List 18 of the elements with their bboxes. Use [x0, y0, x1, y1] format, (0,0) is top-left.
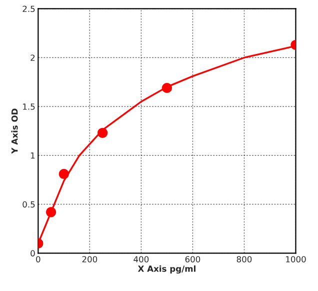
y-tick-label: 1.5 — [23, 104, 35, 110]
x-tick-label: 600 — [185, 256, 200, 262]
y-tick-label: 2.5 — [22, 6, 35, 12]
point — [58, 168, 70, 180]
x-tick-label: 200 — [82, 256, 98, 262]
y-axis-title: Y Axis OD — [11, 108, 18, 154]
y-tick-label: 2 — [30, 54, 35, 61]
x-tick-label: 1000 — [286, 256, 306, 262]
point — [46, 207, 56, 218]
point — [162, 82, 172, 94]
x-tick-label: 400 — [134, 256, 149, 262]
x-axis-title: X Axis pg/ml — [138, 265, 196, 274]
y-tick-label: 0 — [30, 250, 35, 256]
x-tick-label: 800 — [236, 256, 252, 262]
point — [97, 128, 108, 138]
y-tick-label: 0.5 — [22, 201, 35, 208]
x-tick-label: 0 — [36, 256, 40, 262]
y-tick-label: 1 — [30, 152, 35, 159]
